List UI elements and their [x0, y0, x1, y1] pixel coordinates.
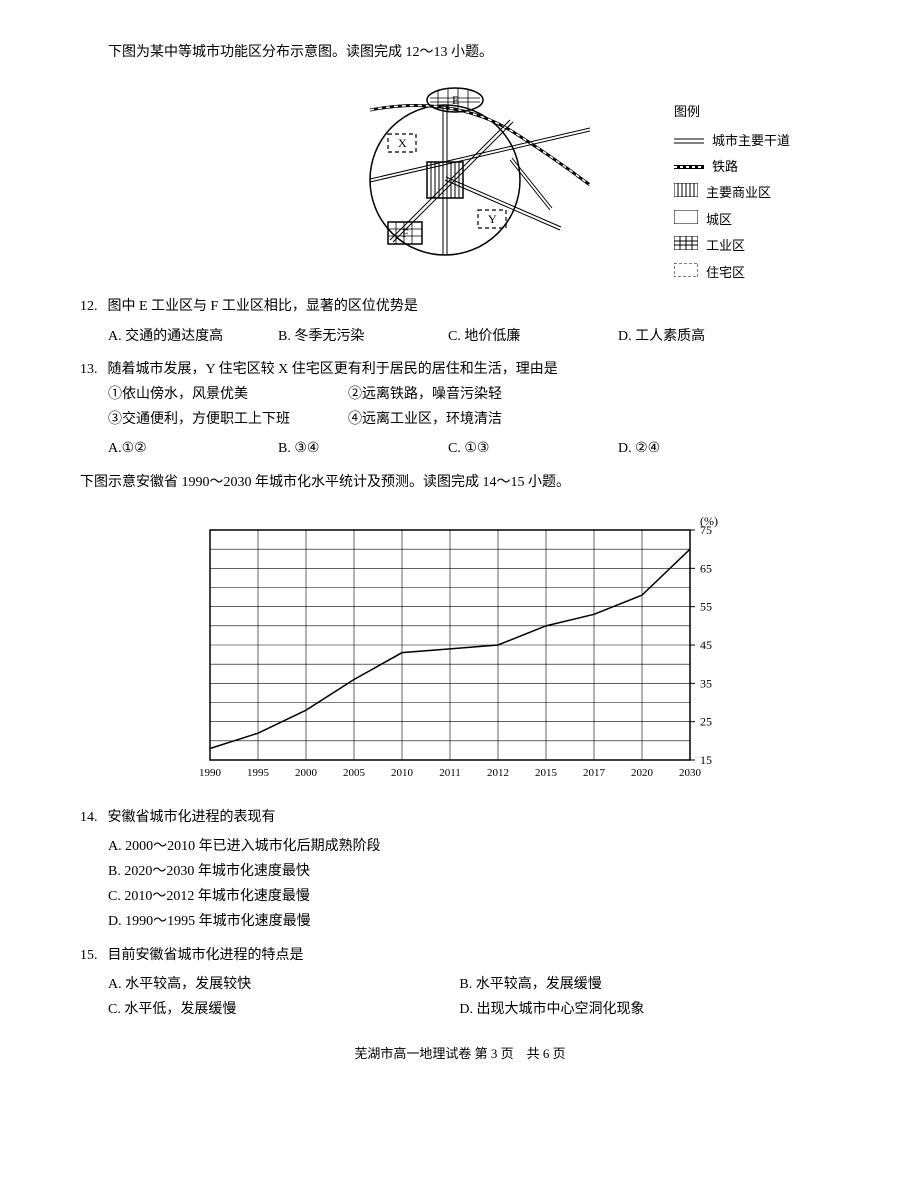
option-d: D. 工人素质高	[618, 324, 778, 349]
svg-text:2012: 2012	[487, 767, 509, 779]
legend-label: 工业区	[706, 234, 745, 257]
legend-title: 图例	[674, 100, 790, 123]
sub-2: ②远离铁路，噪音污染轻	[348, 382, 588, 407]
option-c: C. 水平低，发展缓慢	[108, 997, 459, 1022]
svg-text:F: F	[402, 226, 409, 240]
question-number: 14.	[80, 805, 104, 830]
page-footer: 芜湖市高一地理试卷 第 3 页 共 6 页	[80, 1042, 840, 1065]
svg-text:(%): (%)	[700, 514, 718, 528]
option-c: C. 地价低廉	[448, 324, 608, 349]
question-14: 14. 安徽省城市化进程的表现有 A. 2000～2010 年已进入城市化后期成…	[80, 805, 840, 935]
commercial-symbol	[674, 181, 698, 204]
legend-label: 城市主要干道	[712, 129, 790, 152]
option-c: C. ①③	[448, 436, 608, 461]
svg-text:2000: 2000	[295, 767, 318, 779]
legend-item: 主要商业区	[674, 181, 790, 204]
question-13: 13. 随着城市发展，Y 住宅区较 X 住宅区更有利于居民的居住和生活，理由是 …	[80, 357, 840, 462]
svg-text:X: X	[398, 136, 407, 150]
question-text: 安徽省城市化进程的表现有	[108, 810, 276, 825]
question-12: 12. 图中 E 工业区与 F 工业区相比，显著的区位优势是 A. 交通的通达度…	[80, 294, 840, 348]
option-b: B. ③④	[278, 436, 438, 461]
option-a: A. 水平较高，发展较快	[108, 972, 459, 997]
legend-item: 城市主要干道	[674, 129, 790, 152]
urbanization-chart: 15253545556575(%)19901995200020052010201…	[80, 510, 840, 790]
legend-label: 住宅区	[706, 261, 745, 284]
legend-label: 城区	[706, 208, 732, 231]
svg-text:55: 55	[700, 599, 712, 613]
svg-text:2010: 2010	[391, 767, 414, 779]
svg-text:2015: 2015	[535, 767, 558, 779]
svg-text:15: 15	[700, 753, 712, 767]
svg-text:45: 45	[700, 638, 712, 652]
legend-item: 住宅区	[674, 261, 790, 284]
option-c: C. 2010～2012 年城市化速度最慢	[108, 884, 840, 909]
svg-text:2020: 2020	[631, 767, 654, 779]
option-d: D. 出现大城市中心空洞化现象	[459, 997, 810, 1022]
svg-text:2017: 2017	[583, 767, 606, 779]
railroad-symbol	[674, 155, 704, 178]
question-15: 15. 目前安徽省城市化进程的特点是 A. 水平较高，发展较快 B. 水平较高，…	[80, 943, 840, 1023]
option-d: D. 1990～1995 年城市化速度最慢	[108, 909, 840, 934]
option-b: B. 冬季无污染	[278, 324, 438, 349]
road-symbol	[674, 129, 704, 152]
legend-item: 城区	[674, 208, 790, 231]
svg-text:2011: 2011	[439, 767, 461, 779]
option-b: B. 2020～2030 年城市化速度最快	[108, 859, 840, 884]
legend-item: 铁路	[674, 155, 790, 178]
city-diagram: E F X Y 图例 城市主要干道	[80, 80, 840, 279]
intro-text-2: 下图示意安徽省 1990～2030 年城市化水平统计及预测。读图完成 14～15…	[80, 470, 840, 495]
industrial-symbol	[674, 234, 698, 257]
option-a: A.①②	[108, 436, 268, 461]
svg-text:2005: 2005	[343, 767, 366, 779]
question-number: 13.	[80, 357, 104, 382]
legend-label: 铁路	[712, 155, 738, 178]
option-b: B. 水平较高，发展缓慢	[459, 972, 810, 997]
sub-1: ①依山傍水，风景优美	[108, 382, 348, 407]
sub-4: ④远离工业区，环境清洁	[348, 407, 588, 432]
question-text: 图中 E 工业区与 F 工业区相比，显著的区位优势是	[108, 299, 418, 314]
svg-text:25: 25	[700, 714, 712, 728]
svg-text:1990: 1990	[199, 767, 222, 779]
residential-symbol	[674, 261, 698, 284]
sub-3: ③交通便利，方便职工上下班	[108, 407, 348, 432]
svg-text:35: 35	[700, 676, 712, 690]
question-number: 12.	[80, 294, 104, 319]
diagram-legend: 图例 城市主要干道 铁路 主要商业区	[674, 100, 790, 287]
svg-text:65: 65	[700, 561, 712, 575]
legend-label: 主要商业区	[706, 181, 771, 204]
option-a: A. 2000～2010 年已进入城市化后期成熟阶段	[108, 834, 840, 859]
question-text: 随着城市发展，Y 住宅区较 X 住宅区更有利于居民的居住和生活，理由是	[108, 362, 558, 377]
legend-item: 工业区	[674, 234, 790, 257]
option-a: A. 交通的通达度高	[108, 324, 268, 349]
svg-text:E: E	[452, 93, 459, 107]
question-text: 目前安徽省城市化进程的特点是	[108, 948, 304, 963]
svg-text:1995: 1995	[247, 767, 270, 779]
question-number: 15.	[80, 943, 104, 968]
intro-text-1: 下图为某中等城市功能区分布示意图。读图完成 12～13 小题。	[80, 40, 840, 65]
option-d: D. ②④	[618, 436, 778, 461]
svg-text:2030: 2030	[679, 767, 702, 779]
city-symbol	[674, 208, 698, 231]
svg-text:Y: Y	[488, 212, 497, 226]
